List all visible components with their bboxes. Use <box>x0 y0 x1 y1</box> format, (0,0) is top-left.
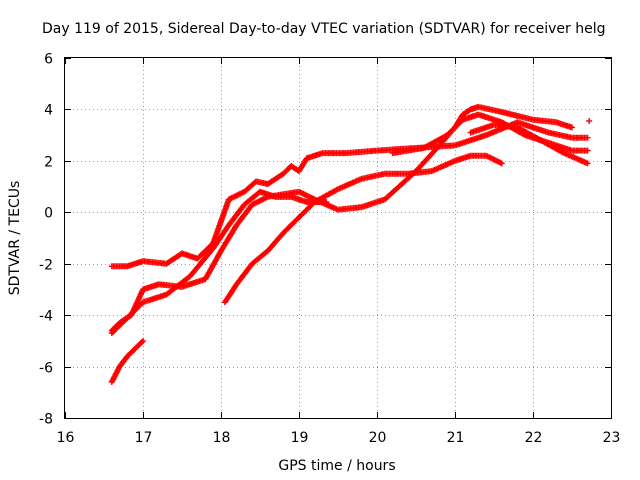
x-tick-label: 20 <box>369 430 387 446</box>
x-axis-label: GPS time / hours <box>278 458 395 474</box>
series-outlier-1 <box>586 118 593 124</box>
data-point <box>584 147 591 154</box>
y-tick-label: -2 <box>39 258 53 274</box>
x-tick-label: 17 <box>135 430 153 446</box>
y-tick-label: 4 <box>44 103 53 119</box>
x-tick-label: 16 <box>57 430 75 446</box>
data-point <box>586 118 593 124</box>
x-tick-label: 22 <box>525 430 543 446</box>
series-track-5 <box>221 152 505 306</box>
x-tick-label: 19 <box>291 430 309 446</box>
series-track-7 <box>467 121 591 167</box>
data-points <box>108 103 593 385</box>
x-tick-label: 23 <box>603 430 621 446</box>
data-point <box>138 339 145 345</box>
plot-frame <box>64 57 612 419</box>
data-point <box>140 337 146 344</box>
y-tick-label: 2 <box>44 155 53 171</box>
data-point <box>584 134 591 141</box>
y-tick-label: -8 <box>39 412 53 428</box>
y-axis-label: SDTVAR / TECUs <box>7 181 23 296</box>
y-tick-label: 0 <box>44 206 53 222</box>
series-track-2 <box>108 103 575 334</box>
series-track-3 <box>108 188 330 337</box>
data-point <box>584 160 591 167</box>
data-point <box>323 199 330 205</box>
y-tick-label: 6 <box>44 52 53 68</box>
series-track-1 <box>108 119 591 270</box>
data-point <box>498 160 505 167</box>
series-track-4 <box>108 337 146 385</box>
chart-title: Day 119 of 2015, Sidereal Day-to-day VTE… <box>42 21 605 37</box>
x-tick-label: 18 <box>213 430 231 446</box>
data-point <box>569 124 575 131</box>
x-tick-label: 21 <box>447 430 465 446</box>
grid <box>65 58 611 418</box>
y-tick-label: -4 <box>39 309 53 325</box>
y-tick-label: -6 <box>39 361 53 377</box>
tick-labels: 16 17 18 19 20 21 22 23 -8 -6 -4 -2 0 2 4 6 <box>39 52 620 447</box>
axis-ticks <box>65 58 612 419</box>
